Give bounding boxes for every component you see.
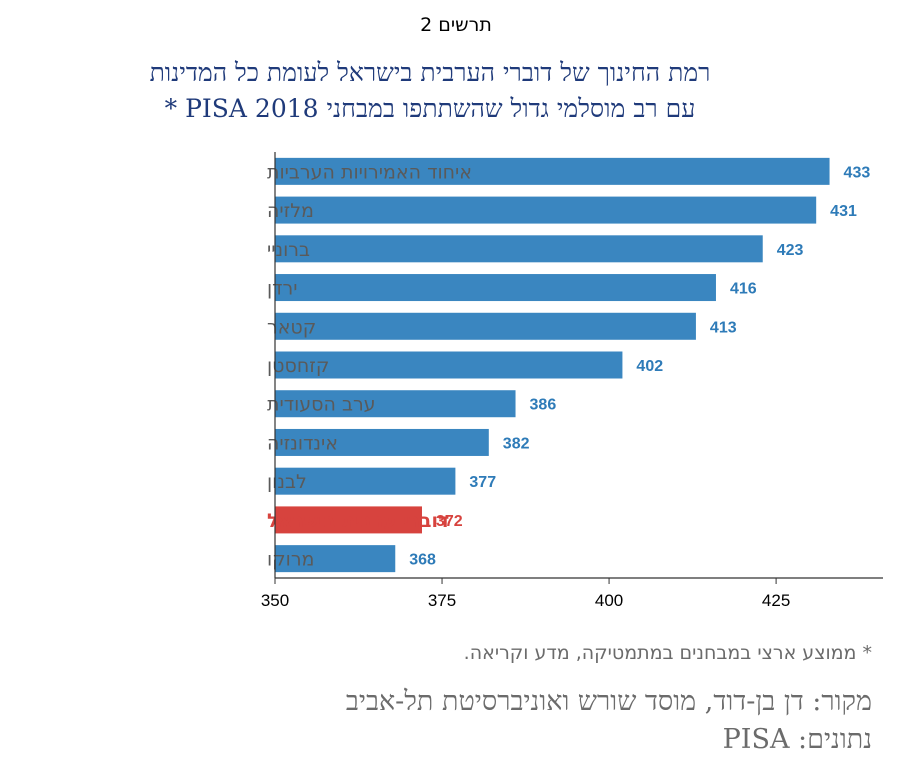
category-label: קטאר bbox=[267, 316, 316, 338]
x-tick-label: 350 bbox=[261, 591, 289, 610]
data-label: 368 bbox=[409, 552, 436, 569]
category-label: מרוקו bbox=[267, 549, 314, 571]
data-label: 413 bbox=[710, 319, 737, 336]
data-label: 433 bbox=[844, 164, 871, 181]
bar bbox=[275, 274, 716, 302]
bar bbox=[275, 312, 696, 340]
bar bbox=[275, 157, 830, 185]
category-label: אינדונזיה bbox=[267, 432, 338, 454]
bar bbox=[275, 390, 516, 418]
category-label: מלזיה bbox=[267, 200, 314, 222]
bar bbox=[275, 428, 489, 456]
footnote: * ממוצע ארצי במבחנים במתמטיקה, מדע וקריא… bbox=[463, 642, 872, 664]
figure-number: תרשים 2 bbox=[420, 14, 492, 36]
category-label: ברוניי bbox=[267, 239, 310, 261]
bar bbox=[275, 351, 623, 379]
category-label: ערב הסעודית bbox=[267, 394, 376, 416]
category-label: לבנון bbox=[267, 471, 307, 493]
bar bbox=[275, 196, 817, 224]
chart-title-line1: רמת החינוך של דוברי הערבית בישראל לעומת … bbox=[149, 58, 711, 87]
bar bbox=[275, 235, 763, 263]
data-label: 386 bbox=[530, 397, 557, 414]
bar bbox=[275, 545, 396, 573]
x-tick-label: 400 bbox=[595, 591, 623, 610]
source-text: מקור: דן בן-דוד, מוסד שורש ואוניברסיטת ת… bbox=[345, 686, 872, 717]
category-label: ירדן bbox=[267, 278, 298, 300]
bar bbox=[275, 506, 422, 534]
bar bbox=[275, 467, 456, 495]
chart-title-line2: עם רב מוסלמי גדול שהשתתפו במבחני PISA 20… bbox=[164, 94, 696, 123]
data-label: 377 bbox=[469, 474, 496, 491]
data-label: 382 bbox=[503, 435, 530, 452]
bar-chart: איחוד האמירויות הערביות 433 מלזיה 431 ברוניי… bbox=[261, 152, 883, 610]
data-source-text: נתונים: PISA bbox=[722, 724, 872, 755]
data-label: 402 bbox=[636, 358, 663, 375]
data-label: 416 bbox=[730, 281, 757, 298]
x-tick-label: 425 bbox=[762, 591, 790, 610]
x-tick-label: 375 bbox=[428, 591, 456, 610]
data-label: 431 bbox=[830, 203, 857, 220]
category-label: דוברי ערבית בישראל bbox=[267, 510, 449, 532]
category-label: קזחסטן bbox=[267, 355, 329, 377]
category-label: איחוד האמירויות הערביות bbox=[267, 161, 472, 183]
data-label: 372 bbox=[436, 513, 463, 530]
data-label: 423 bbox=[777, 242, 804, 259]
